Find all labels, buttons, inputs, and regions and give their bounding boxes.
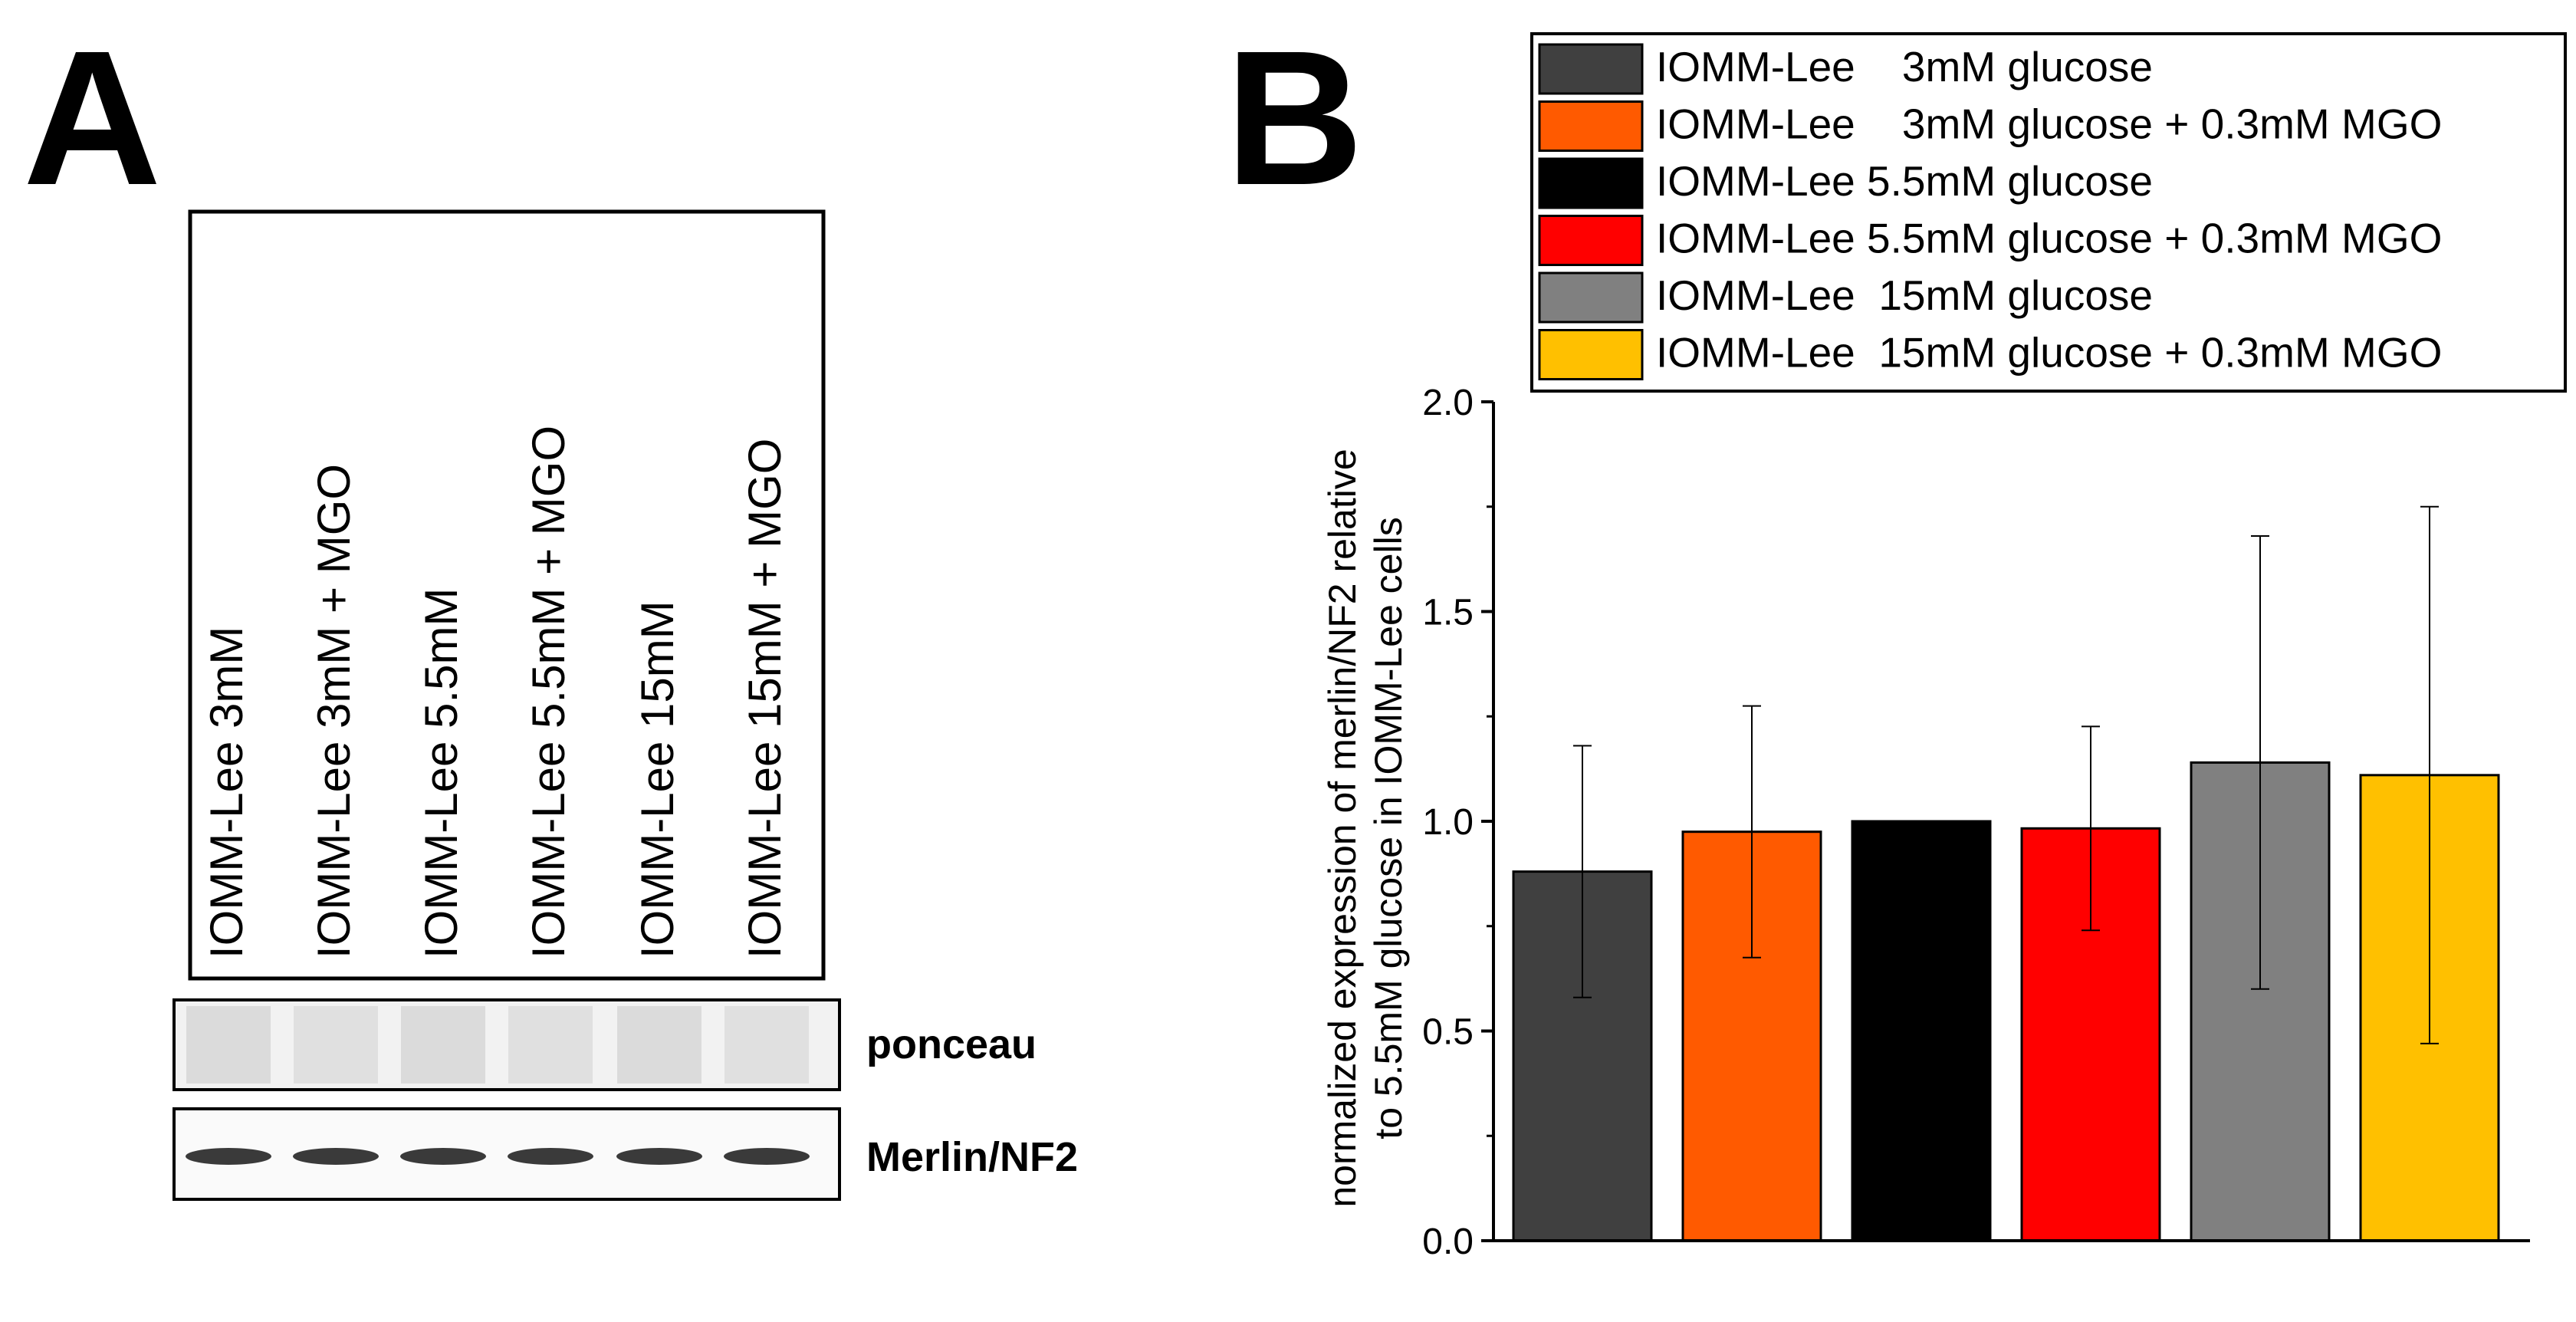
y-tick-label: 0.0 xyxy=(1422,1222,1474,1262)
bar xyxy=(1851,820,1992,1242)
panel-a-letter: A xyxy=(23,11,162,225)
y-axis-title: normalized expression of merlin/NF2 rela… xyxy=(1321,449,1410,1207)
merlin-band xyxy=(293,1148,379,1165)
legend-label: IOMM-Lee 15mM glucose xyxy=(1656,271,2153,319)
lane-label: IOMM-Lee 3mM + MGO xyxy=(308,464,360,959)
ponceau-lane xyxy=(508,1006,593,1084)
lane-label-box xyxy=(188,209,826,981)
merlin-band xyxy=(400,1148,486,1165)
y-tick-label: 1.0 xyxy=(1422,802,1474,843)
merlin-band xyxy=(724,1148,810,1165)
y-axis-title-line-2: to 5.5mM glucose in IOMM-Lee cells xyxy=(1367,517,1410,1139)
legend-label: IOMM-Lee 5.5mM glucose xyxy=(1656,157,2153,205)
y-tick-label: 0.5 xyxy=(1422,1012,1474,1053)
merlin-band xyxy=(186,1148,271,1165)
lane-label: IOMM-Lee 5.5mM + MGO xyxy=(523,426,574,959)
legend-label: IOMM-Lee 3mM glucose + 0.3mM MGO xyxy=(1656,100,2442,148)
lane-label: IOMM-Lee 15mM xyxy=(632,600,683,959)
merlin-label: Merlin/NF2 xyxy=(866,1134,1078,1180)
merlin-band xyxy=(616,1148,702,1165)
legend-label: IOMM-Lee 3mM glucose xyxy=(1656,43,2153,90)
ponceau-lane xyxy=(724,1006,809,1084)
ponceau-label: ponceau xyxy=(866,1021,1037,1067)
lane-label: IOMM-Lee 15mM + MGO xyxy=(739,439,790,959)
ponceau-lane xyxy=(401,1006,485,1084)
ponceau-lane xyxy=(294,1006,378,1084)
legend-swatch xyxy=(1538,271,1644,324)
y-axis-title-line-1: normalized expression of merlin/NF2 rela… xyxy=(1321,449,1364,1207)
ponceau-lane xyxy=(186,1006,271,1084)
lane-label: IOMM-Lee 5.5mM xyxy=(416,588,467,959)
merlin-band xyxy=(508,1148,593,1165)
y-tick-label: 1.5 xyxy=(1422,593,1474,633)
western-blot-panel: IOMM-Lee 3mM IOMM-Lee 3mM + MGO IOMM-Lee 5… xyxy=(172,209,1078,1201)
legend-swatch xyxy=(1538,215,1644,266)
legend-swatch xyxy=(1538,43,1644,95)
legend-frame xyxy=(1530,32,2567,393)
legend-swatch xyxy=(1538,329,1644,380)
legend-label: IOMM-Lee 15mM glucose + 0.3mM MGO xyxy=(1656,329,2442,377)
legend-label: IOMM-Lee 5.5mM glucose + 0.3mM MGO xyxy=(1656,215,2442,262)
panel-b-letter: B xyxy=(1225,11,1364,225)
legend-swatch xyxy=(1538,157,1644,209)
legend-swatch xyxy=(1538,100,1644,152)
bar-chart: normalized expression of merlin/NF2 rela… xyxy=(1321,383,2530,1262)
lane-label: IOMM-Lee 3mM xyxy=(201,626,252,959)
legend: IOMM-Lee 3mM glucose IOMM-Lee 3mM glucose… xyxy=(1530,32,2567,393)
y-tick-label: 2.0 xyxy=(1422,383,1474,423)
ponceau-lane xyxy=(617,1006,702,1084)
